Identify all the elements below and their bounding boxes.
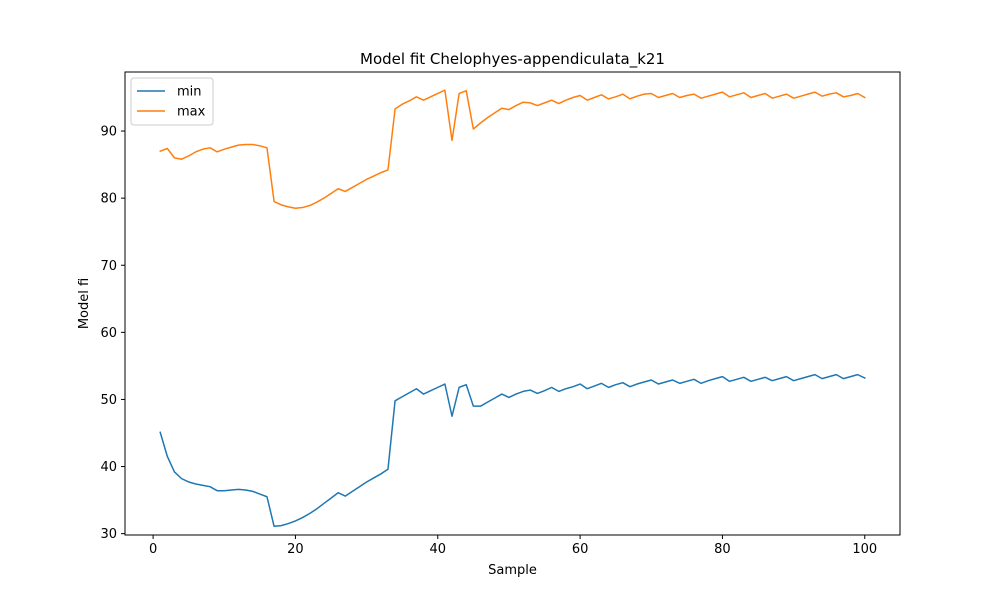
legend-box [130,77,214,126]
y-tick-label: 90 [100,125,117,140]
y-tick-label: 70 [100,259,117,274]
plot-area [159,89,866,528]
y-tick-label: 80 [100,192,117,207]
x-tick-label: 0 [149,542,157,557]
chart-title: Model fit Chelophyes-appendiculata_k21 [360,50,665,69]
x-axis-label: Sample [488,563,537,578]
x-tick-label: 100 [852,542,877,557]
legend-label-min: min [177,85,202,100]
y-axis: 30 40 50 60 70 80 90 [100,125,125,542]
axes-frame [124,71,901,536]
y-tick-label: 30 [100,527,117,542]
x-axis: 0 20 40 60 80 100 [149,535,877,557]
x-tick-label: 60 [572,542,589,557]
series-line-max [159,89,866,209]
series-line-min [159,373,866,528]
x-tick-label: 80 [714,542,731,557]
x-tick-label: 40 [430,542,447,557]
y-tick-label: 40 [100,460,117,475]
y-tick-label: 50 [100,393,117,408]
y-axis-label: Model fi [77,278,92,329]
x-tick-label: 20 [287,542,304,557]
legend: min max [130,77,214,126]
y-tick-label: 60 [100,326,117,341]
legend-label-max: max [177,105,206,120]
